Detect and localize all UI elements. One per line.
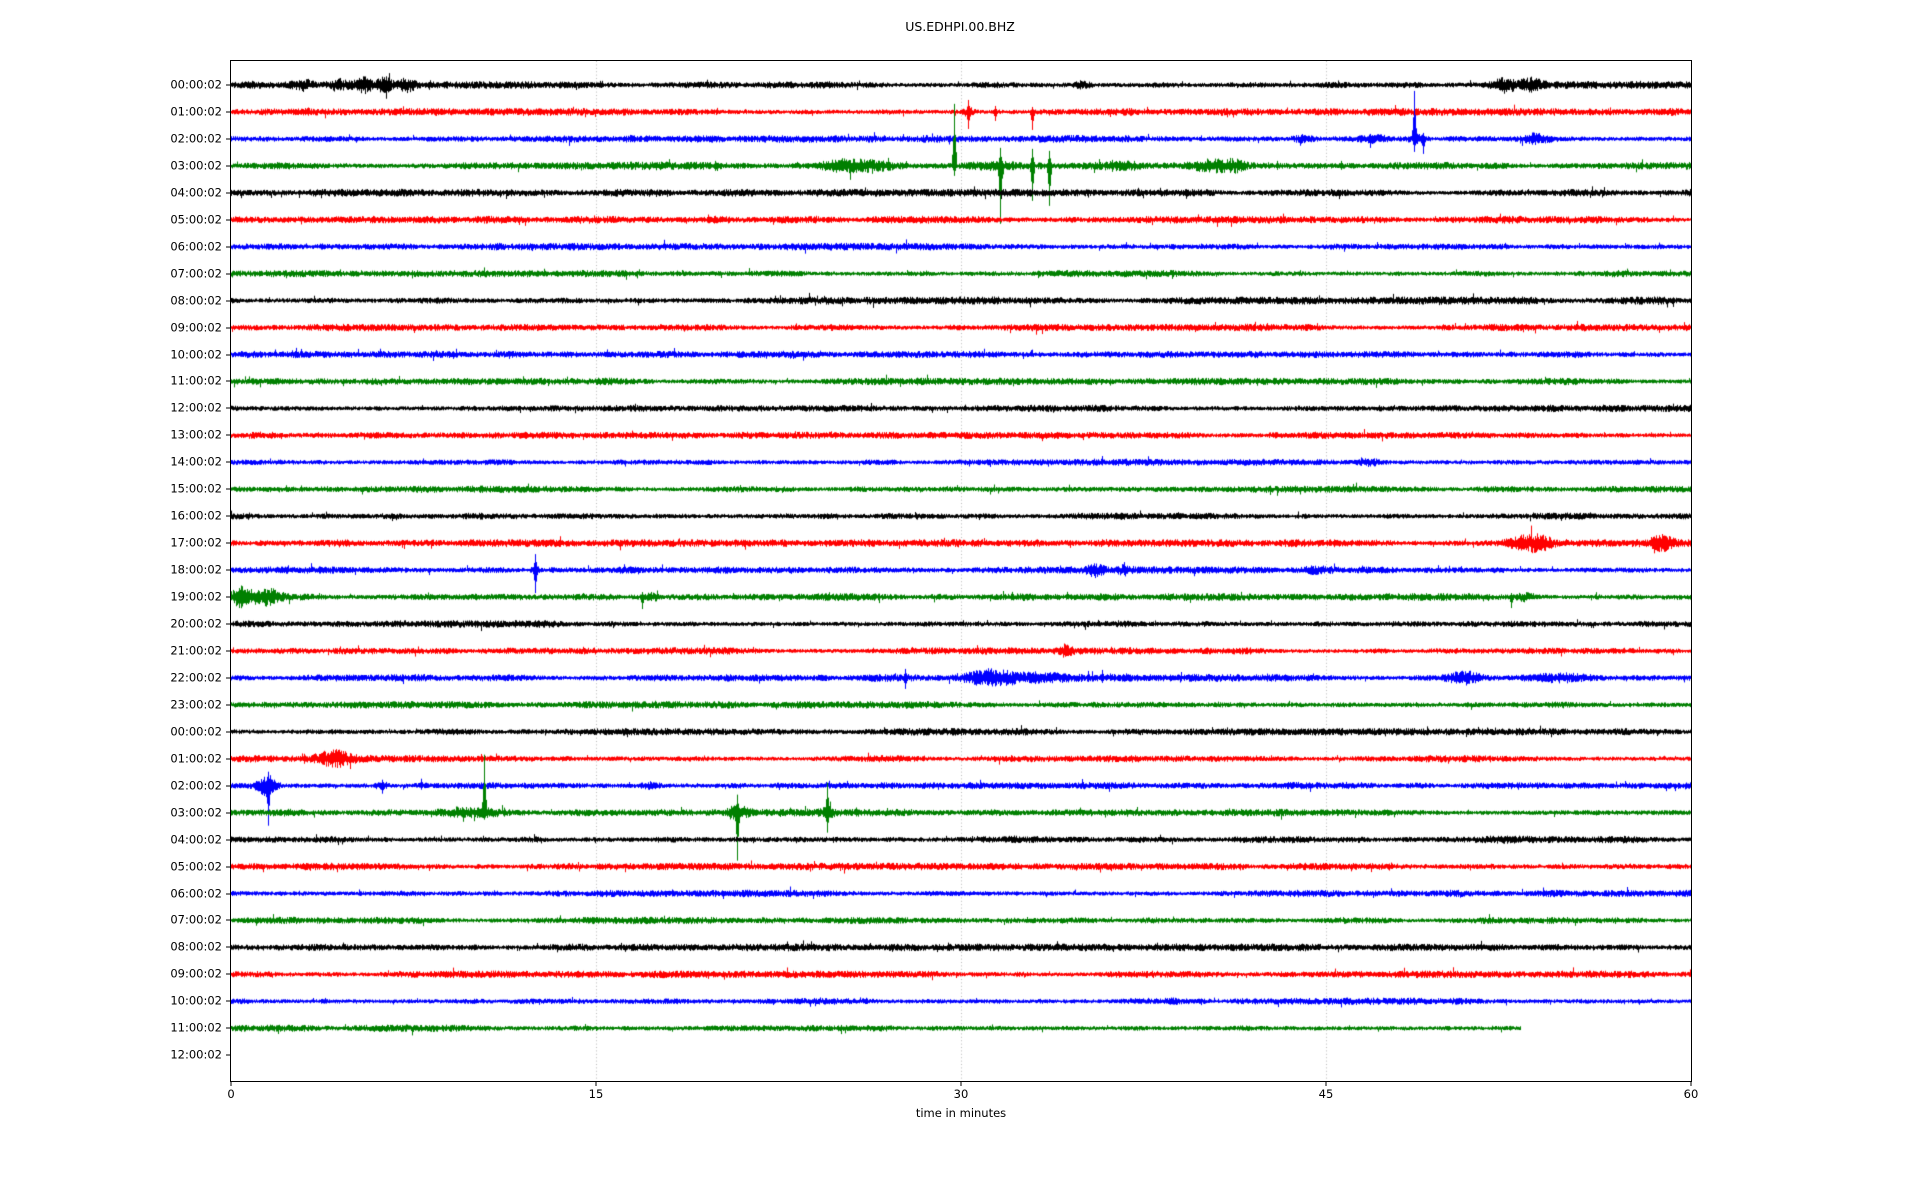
x-tick-label: 0 [227, 1087, 235, 1101]
y-tick-mark [226, 596, 231, 598]
y-tick-mark [226, 461, 231, 463]
y-tick-label: 07:00:02 [170, 912, 222, 927]
y-tick-label: 02:00:02 [170, 131, 222, 146]
y-tick-label: 14:00:02 [170, 454, 222, 469]
y-tick-mark [226, 327, 231, 329]
y-tick-mark [226, 677, 231, 679]
y-tick-label: 19:00:02 [170, 589, 222, 604]
y-tick-mark [226, 192, 231, 194]
y-tick-mark [226, 434, 231, 436]
y-tick-label: 18:00:02 [170, 562, 222, 577]
y-tick-mark [226, 138, 231, 140]
y-tick-mark [226, 354, 231, 355]
y-tick-mark [226, 785, 231, 787]
y-tick-mark [226, 812, 231, 814]
x-tick-mark [960, 1081, 962, 1086]
y-tick-label: 02:00:02 [170, 777, 222, 792]
y-tick-mark [226, 380, 231, 382]
y-tick-mark [226, 650, 231, 652]
y-tick-mark [226, 758, 231, 760]
y-tick-mark [226, 84, 231, 86]
y-tick-label: 07:00:02 [170, 265, 222, 280]
y-tick-label: 08:00:02 [170, 292, 222, 307]
y-tick-mark [226, 623, 231, 625]
y-tick-mark [226, 165, 231, 167]
plot-area: 00:00:02 01:00:02 02:00:02 03:00:02 04:00:02… [170, 60, 1698, 1119]
y-tick-label: 05:00:02 [170, 858, 222, 873]
y-tick-mark [226, 515, 231, 517]
y-tick-label: 00:00:02 [170, 724, 222, 739]
y-tick-label: 12:00:02 [170, 1047, 222, 1062]
y-tick-mark [226, 1027, 231, 1029]
y-tick-label: 10:00:02 [170, 346, 222, 361]
y-tick-label: 04:00:02 [170, 185, 222, 200]
y-tick-mark [226, 1054, 231, 1056]
y-tick-label: 06:00:02 [170, 885, 222, 900]
y-tick-mark [226, 569, 231, 571]
x-tick-mark [1325, 1081, 1327, 1086]
y-tick-mark [226, 946, 231, 948]
y-tick-label: 20:00:02 [170, 616, 222, 631]
y-tick-mark [226, 246, 231, 248]
y-tick-mark [226, 273, 231, 275]
y-tick-mark [226, 111, 231, 113]
y-tick-label: 05:00:02 [170, 212, 222, 226]
y-tick-mark [226, 731, 231, 733]
y-tick-mark [226, 866, 231, 868]
y-tick-mark [226, 1000, 231, 1002]
y-tick-mark [226, 219, 231, 221]
y-tick-label: 23:00:02 [170, 697, 222, 712]
y-tick-label: 16:00:02 [170, 508, 222, 523]
y-tick-label: 11:00:02 [170, 1020, 222, 1035]
x-tick-mark [230, 1081, 232, 1086]
x-tick-mark [1690, 1081, 1692, 1086]
y-tick-label: 21:00:02 [170, 643, 222, 658]
x-tick-mark [595, 1081, 597, 1086]
y-tick-label: 11:00:02 [170, 373, 222, 388]
y-tick-mark [226, 542, 231, 544]
y-tick-label: 22:00:02 [170, 670, 222, 685]
x-tick-label: 45 [1318, 1087, 1334, 1101]
y-tick-mark [226, 704, 231, 706]
seismogram-canvas [231, 61, 1691, 1081]
y-tick-label: 12:00:02 [170, 400, 222, 415]
y-tick-label: 03:00:02 [170, 158, 222, 173]
y-tick-label: 15:00:02 [170, 481, 222, 496]
y-tick-label: 01:00:02 [170, 751, 222, 765]
y-tick-label: 08:00:02 [170, 939, 222, 954]
x-axis-label: time in minutes [915, 1106, 1007, 1120]
y-tick-mark [226, 893, 231, 894]
y-tick-label: 04:00:02 [170, 831, 222, 846]
y-tick-mark [226, 488, 231, 490]
y-tick-mark [226, 919, 231, 921]
y-tick-label: 10:00:02 [170, 993, 222, 1008]
y-tick-label: 09:00:02 [170, 966, 222, 981]
y-tick-label: 06:00:02 [170, 238, 222, 253]
y-tick-label: 01:00:02 [170, 104, 222, 119]
y-tick-label: 03:00:02 [170, 804, 222, 819]
y-tick-mark [226, 973, 231, 975]
x-tick-label: 30 [953, 1087, 969, 1101]
y-tick-mark [226, 839, 231, 841]
y-tick-label: 17:00:02 [170, 535, 222, 550]
x-tick-label: 60 [1683, 1087, 1699, 1101]
y-tick-label: 13:00:02 [170, 427, 222, 442]
chart-title: US.EDHPI.00.BHZ [905, 19, 1015, 34]
y-tick-mark [226, 407, 231, 409]
y-tick-label: 00:00:02 [170, 77, 222, 92]
y-tick-label: 09:00:02 [170, 319, 222, 334]
y-tick-mark [226, 300, 231, 302]
x-tick-label: 15 [588, 1087, 604, 1101]
